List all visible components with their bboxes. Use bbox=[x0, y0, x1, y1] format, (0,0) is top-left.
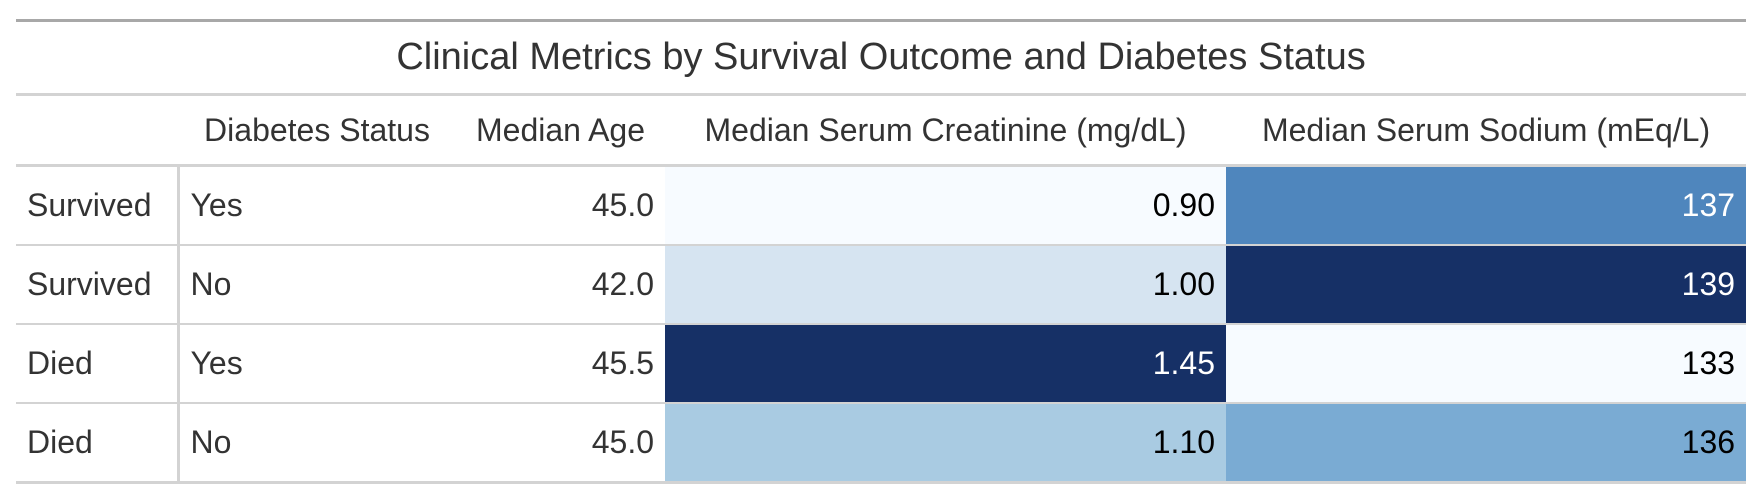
table-row: Survived Yes 45.0 0.90 137 bbox=[16, 164, 1747, 245]
cell: No bbox=[178, 402, 456, 483]
table-title: Clinical Metrics by Survival Outcome and… bbox=[16, 20, 1747, 96]
cell: 139 bbox=[1226, 244, 1747, 324]
title-row: Clinical Metrics by Survival Outcome and… bbox=[16, 20, 1747, 96]
cell: No bbox=[178, 244, 456, 324]
header-row: Diabetes Status Median Age Median Serum Cr… bbox=[16, 94, 1747, 167]
data-table: Clinical Metrics by Survival Outcome and… bbox=[16, 19, 1747, 484]
cell: 137 bbox=[1226, 164, 1747, 245]
cell: 45.5 bbox=[456, 323, 665, 403]
cell: 1.00 bbox=[665, 244, 1226, 324]
row-label: Survived bbox=[16, 164, 180, 245]
cell: 136 bbox=[1226, 402, 1747, 483]
cell: Yes bbox=[178, 323, 456, 403]
column-header: Median Serum Sodium (mEq/L) bbox=[1226, 94, 1747, 167]
cell: 1.10 bbox=[665, 402, 1226, 483]
column-header: Median Serum Creatinine (mg/dL) bbox=[665, 94, 1226, 167]
table-row: Died Yes 45.5 1.45 133 bbox=[16, 323, 1747, 403]
table-body: Survived Yes 45.0 0.90 137 Survived No 42.0 1.00… bbox=[16, 164, 1747, 483]
cell: 45.0 bbox=[456, 402, 665, 483]
cell: 133 bbox=[1226, 323, 1747, 403]
row-label: Died bbox=[16, 402, 180, 483]
cell: Yes bbox=[178, 164, 456, 245]
column-header: Median Age bbox=[456, 94, 665, 167]
cell: 45.0 bbox=[456, 164, 665, 245]
table-row: Died No 45.0 1.10 136 bbox=[16, 402, 1747, 483]
cell: 1.45 bbox=[665, 323, 1226, 403]
cell: 42.0 bbox=[456, 244, 665, 324]
table-row: Survived No 42.0 1.00 139 bbox=[16, 244, 1747, 324]
cell: 0.90 bbox=[665, 164, 1226, 245]
stub-header bbox=[16, 94, 178, 167]
row-label: Survived bbox=[16, 244, 180, 324]
column-header: Diabetes Status bbox=[178, 94, 456, 167]
row-label: Died bbox=[16, 323, 180, 403]
